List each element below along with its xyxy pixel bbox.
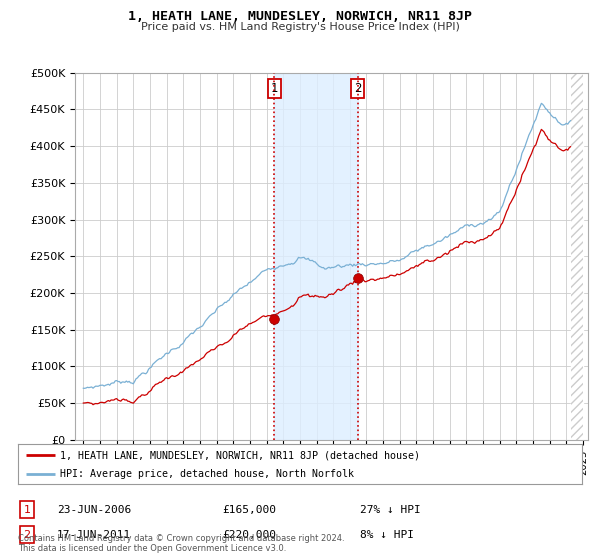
Text: 27% ↓ HPI: 27% ↓ HPI bbox=[360, 505, 421, 515]
Text: 2: 2 bbox=[23, 530, 31, 540]
Text: 8% ↓ HPI: 8% ↓ HPI bbox=[360, 530, 414, 540]
Text: 17-JUN-2011: 17-JUN-2011 bbox=[57, 530, 131, 540]
Text: Price paid vs. HM Land Registry's House Price Index (HPI): Price paid vs. HM Land Registry's House … bbox=[140, 22, 460, 32]
Text: Contains HM Land Registry data © Crown copyright and database right 2024.
This d: Contains HM Land Registry data © Crown c… bbox=[18, 534, 344, 553]
Bar bbox=[274, 73, 358, 440]
Text: £165,000: £165,000 bbox=[222, 505, 276, 515]
Text: HPI: Average price, detached house, North Norfolk: HPI: Average price, detached house, Nort… bbox=[60, 469, 354, 479]
Text: 1, HEATH LANE, MUNDESLEY, NORWICH, NR11 8JP (detached house): 1, HEATH LANE, MUNDESLEY, NORWICH, NR11 … bbox=[60, 450, 420, 460]
Text: £220,000: £220,000 bbox=[222, 530, 276, 540]
Text: 2: 2 bbox=[354, 82, 361, 95]
Text: 1, HEATH LANE, MUNDESLEY, NORWICH, NR11 8JP: 1, HEATH LANE, MUNDESLEY, NORWICH, NR11 … bbox=[128, 10, 472, 23]
Bar bbox=[571, 73, 583, 440]
Text: 23-JUN-2006: 23-JUN-2006 bbox=[57, 505, 131, 515]
Text: 1: 1 bbox=[271, 82, 278, 95]
Text: 1: 1 bbox=[23, 505, 31, 515]
Bar bbox=[571, 73, 583, 440]
